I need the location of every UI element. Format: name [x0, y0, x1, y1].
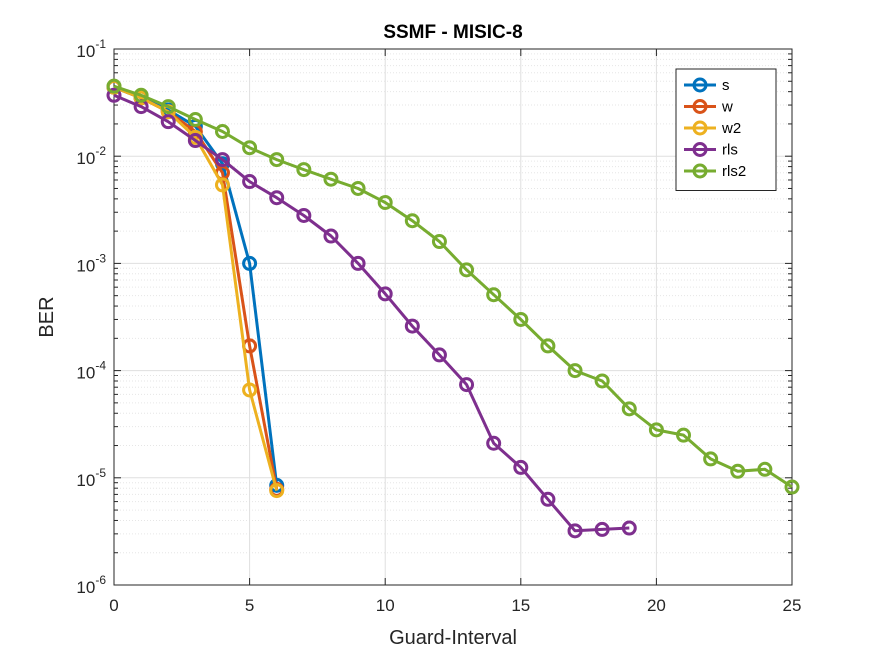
legend-label-rls: rls [722, 142, 738, 159]
legend-label-rls2: rls2 [722, 163, 746, 180]
x-tick-label: 15 [511, 596, 530, 615]
legend-marker-w [692, 99, 708, 114]
series-line-w2 [113, 85, 279, 491]
data-point-w2 [242, 382, 258, 398]
data-point-rls [459, 377, 475, 393]
data-point-rls2 [594, 373, 610, 389]
data-point-rls2 [350, 180, 366, 196]
legend-marker-rls [692, 142, 708, 157]
data-point-s [242, 255, 258, 271]
data-point-rls2 [106, 78, 122, 94]
x-tick-label: 25 [783, 596, 802, 615]
y-tick-label: 10-2 [76, 144, 106, 168]
data-point-rls [567, 523, 583, 539]
data-point-rls2 [703, 451, 719, 467]
data-point-rls2 [269, 152, 285, 168]
data-point-rls [323, 228, 339, 244]
data-point-rls2 [513, 311, 529, 327]
legend-marker-s [692, 77, 708, 93]
x-tick-label: 10 [376, 596, 395, 615]
data-point-rls [540, 491, 556, 507]
data-point-rls [214, 152, 230, 168]
legend-label-w: w [721, 99, 733, 116]
data-point-rls [621, 520, 637, 536]
x-tick-label: 0 [109, 596, 118, 615]
series-rls2 [106, 78, 800, 495]
data-point-rls [242, 174, 258, 190]
y-tick-label: 10-6 [76, 573, 106, 597]
chart-title: SSMF - MISIC-8 [383, 22, 522, 43]
data-point-rls [106, 87, 122, 103]
data-point-rls2 [676, 427, 692, 443]
data-point-rls2 [133, 87, 149, 103]
y-tick-label: 10-3 [76, 251, 106, 275]
y-tick-label: 10-5 [76, 466, 106, 490]
series-rls [106, 87, 637, 539]
data-point-rls2 [621, 401, 637, 417]
data-point-rls [513, 459, 529, 475]
data-point-rls [377, 286, 393, 302]
data-point-rls2 [540, 338, 556, 354]
data-point-rls [594, 521, 610, 537]
data-point-rls [160, 114, 176, 130]
x-axis-title: Guard-Interval [389, 627, 517, 649]
legend: sw w2 rls rls2 [675, 68, 777, 191]
data-point-rls2 [459, 262, 475, 278]
data-point-rls2 [486, 287, 502, 303]
data-point-rls [404, 318, 420, 334]
x-tick-label: 5 [245, 596, 254, 615]
axes-box [113, 48, 793, 586]
y-tick-label: 10-4 [76, 359, 106, 383]
y-tick-label: 10-1 [76, 37, 106, 61]
data-point-rls [296, 207, 312, 223]
data-point-rls2 [242, 140, 258, 156]
legend-label-w2: w2 [721, 120, 741, 137]
data-point-rls2 [377, 194, 393, 210]
data-point-rls [431, 347, 447, 363]
data-point-rls [486, 435, 502, 451]
series-group [106, 78, 800, 539]
data-point-rls2 [187, 111, 203, 127]
data-point-rls2 [323, 171, 339, 187]
data-point-rls [269, 190, 285, 206]
legend-marker-rls2 [692, 163, 708, 179]
data-point-rls2 [296, 162, 312, 178]
y-axis-title: BER [36, 296, 58, 337]
data-point-w2 [214, 177, 230, 193]
data-point-rls [187, 133, 203, 149]
data-point-rls [350, 255, 366, 271]
x-tick-label: 20 [647, 596, 666, 615]
data-point-rls2 [567, 363, 583, 379]
data-point-rls2 [757, 461, 773, 477]
data-point-rls2 [431, 234, 447, 250]
data-point-rls2 [730, 463, 746, 479]
data-point-rls2 [214, 123, 230, 139]
data-point-rls2 [160, 99, 176, 115]
legend-label-s: s [722, 77, 730, 94]
legend-marker-w2 [692, 120, 708, 136]
data-point-rls2 [648, 422, 664, 438]
data-point-rls2 [404, 213, 420, 229]
data-point-w2 [269, 483, 285, 499]
data-point-rls2 [784, 479, 800, 495]
axes: 0 5 10 15 20 25 10-6 10-5 10-4 10-3 10-2 10-1 [76, 37, 801, 615]
